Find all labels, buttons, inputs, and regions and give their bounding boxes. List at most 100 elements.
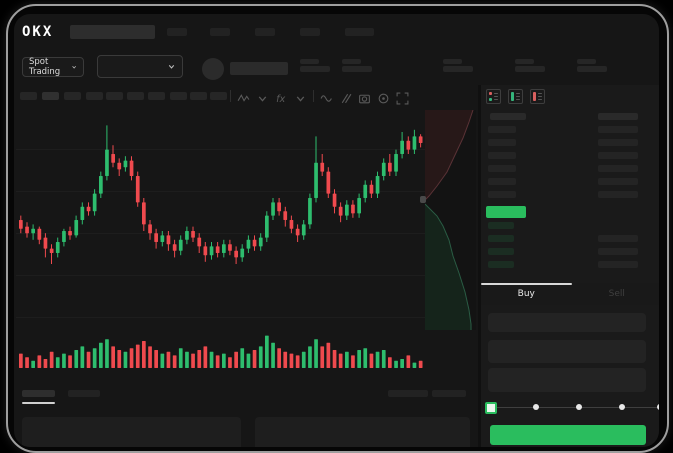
app-window: OKX Spot Trading fx: [14, 14, 659, 447]
sell-price-row-placeholder[interactable]: [488, 139, 516, 146]
gridline: [16, 275, 476, 276]
timeframe-button-placeholder[interactable]: [170, 92, 187, 100]
okx-logo: OKX: [22, 24, 54, 40]
timeframe-button-placeholder[interactable]: [210, 92, 227, 100]
toolbar-divider: [313, 90, 314, 102]
tab-buy[interactable]: Buy: [481, 283, 572, 305]
pair-name-placeholder: [230, 62, 288, 75]
market-type-label: Spot Trading: [29, 57, 61, 77]
amount-row-placeholder: [598, 126, 638, 133]
fx-indicator-icon[interactable]: fx: [275, 90, 288, 104]
slider-step-dot[interactable]: [576, 404, 582, 410]
amount-row-placeholder: [598, 235, 638, 242]
buy-price-row-placeholder[interactable]: [488, 222, 514, 229]
depth-chart[interactable]: [424, 109, 476, 330]
gridline: [16, 233, 476, 234]
timeframe-button-placeholder[interactable]: [106, 92, 123, 100]
orderbook-combined-icon[interactable]: [486, 89, 501, 104]
orderbook-asks-icon[interactable]: [530, 89, 545, 104]
bottom-action-placeholder[interactable]: [388, 390, 428, 397]
sine-icon[interactable]: [320, 90, 333, 103]
chevron-down-icon: [168, 65, 175, 69]
sell-price-row-placeholder[interactable]: [488, 165, 516, 172]
chevron-down-icon: [72, 65, 76, 69]
orderbook-trade-panel: Buy Sell: [478, 85, 659, 447]
volume-chart[interactable]: [18, 332, 424, 368]
amount-slider-track[interactable]: [490, 407, 659, 408]
nav-item-placeholder[interactable]: [255, 28, 275, 36]
nav-item-placeholder[interactable]: [345, 28, 374, 36]
sell-price-row-placeholder[interactable]: [488, 126, 516, 133]
tab-sell[interactable]: Sell: [572, 283, 660, 305]
gridline: [16, 317, 476, 318]
pair-selector-dropdown[interactable]: [97, 55, 183, 78]
toolbar-divider: [230, 90, 231, 102]
wave-icon[interactable]: [237, 90, 250, 103]
sell-price-row-placeholder[interactable]: [488, 191, 516, 198]
nav-item-placeholder[interactable]: [300, 28, 320, 36]
amount-row-placeholder: [598, 191, 638, 198]
buy-submit-button[interactable]: [490, 425, 646, 445]
amount-row-placeholder: [598, 248, 638, 255]
coin-icon: [202, 58, 224, 80]
stat-group: [300, 59, 332, 73]
active-tab-indicator: [481, 283, 572, 285]
stat-group: [443, 59, 475, 73]
gridline: [16, 149, 476, 150]
chart-toolbar-icons: fx: [230, 88, 409, 104]
market-type-dropdown[interactable]: Spot Trading: [22, 57, 84, 77]
bottom-tab-placeholder[interactable]: [68, 390, 100, 397]
candlestick-chart[interactable]: [18, 110, 424, 330]
chevron-down-icon[interactable]: [294, 90, 307, 103]
amount-input-placeholder[interactable]: [488, 340, 646, 363]
timeframe-button-placeholder[interactable]: [64, 92, 81, 100]
price-input-placeholder[interactable]: [488, 313, 646, 332]
orderbook-bids-icon[interactable]: [508, 89, 523, 104]
timeframe-button-placeholder[interactable]: [148, 92, 165, 100]
amount-row-placeholder: [598, 139, 638, 146]
timeframe-button-placeholder[interactable]: [42, 92, 59, 100]
last-price-marker: [420, 196, 426, 203]
fullscreen-icon[interactable]: [396, 90, 409, 104]
buy-price-row-placeholder[interactable]: [488, 248, 514, 255]
last-price-block[interactable]: [486, 206, 526, 218]
chevron-down-icon[interactable]: [256, 90, 269, 103]
stat-group: [342, 59, 374, 73]
amount-row-placeholder: [598, 152, 638, 159]
nav-item-placeholder[interactable]: [167, 28, 187, 36]
timeframe-button-placeholder[interactable]: [190, 92, 207, 100]
bottom-action-placeholder[interactable]: [432, 390, 466, 397]
buy-price-row-placeholder[interactable]: [488, 235, 514, 242]
tab-sell-label: Sell: [608, 289, 625, 299]
timeframe-button-placeholder[interactable]: [86, 92, 103, 100]
slider-step-dot[interactable]: [619, 404, 625, 410]
orderbook-price-header-placeholder: [490, 113, 526, 120]
slider-step-dot[interactable]: [533, 404, 539, 410]
nav-item-placeholder[interactable]: [210, 28, 230, 36]
amount-row-placeholder: [598, 178, 638, 185]
slider-step-dot[interactable]: [657, 404, 659, 410]
gridline: [16, 191, 476, 192]
sell-price-row-placeholder[interactable]: [488, 178, 516, 185]
total-input-placeholder[interactable]: [488, 368, 646, 392]
amount-row-placeholder: [598, 165, 638, 172]
stat-group: [515, 59, 547, 73]
trade-tabs: Buy Sell: [481, 283, 659, 305]
amount-slider-handle[interactable]: [485, 402, 497, 414]
svg-text:fx: fx: [276, 93, 285, 104]
amount-row-placeholder: [598, 261, 638, 268]
timeframe-button-placeholder[interactable]: [20, 92, 37, 100]
stat-group: [577, 59, 609, 73]
camera-icon[interactable]: [358, 90, 371, 103]
timeframe-button-placeholder[interactable]: [127, 92, 144, 100]
orders-table-placeholder: [22, 417, 241, 447]
sell-price-row-placeholder[interactable]: [488, 152, 516, 159]
bottom-tab-active-indicator: [22, 402, 55, 404]
target-icon[interactable]: [377, 90, 390, 103]
buy-price-row-placeholder[interactable]: [488, 261, 514, 268]
orderbook-amount-header-placeholder: [598, 113, 638, 120]
search-placeholder[interactable]: [70, 25, 155, 39]
drawing-lines-icon[interactable]: [339, 90, 352, 103]
orders-table-placeholder: [255, 417, 470, 447]
bottom-tab-active-placeholder[interactable]: [22, 390, 55, 397]
